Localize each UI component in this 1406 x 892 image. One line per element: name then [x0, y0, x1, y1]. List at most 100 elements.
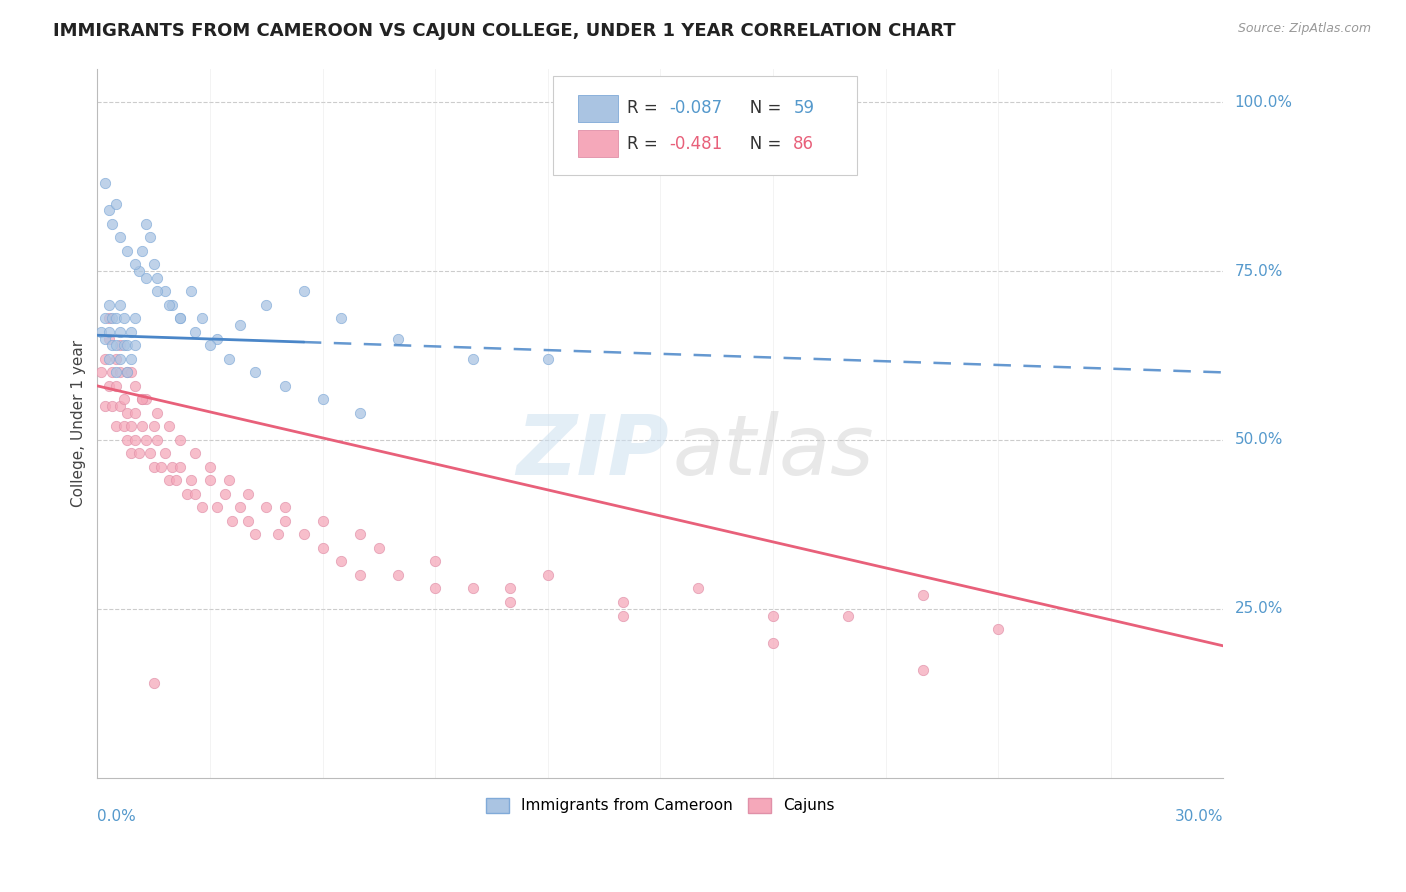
Point	[153, 446, 176, 460]
Point	[124, 379, 146, 393]
Point	[124, 311, 146, 326]
Point	[387, 332, 409, 346]
Point	[169, 311, 191, 326]
Point	[124, 433, 146, 447]
Point	[94, 311, 117, 326]
Point	[97, 332, 120, 346]
Point	[105, 311, 128, 326]
Point	[461, 582, 484, 596]
Point	[97, 203, 120, 218]
Point	[97, 379, 120, 393]
Point	[105, 338, 128, 352]
Point	[101, 217, 124, 231]
Point	[120, 351, 142, 366]
Point	[612, 595, 634, 609]
Point	[292, 285, 315, 299]
Point	[461, 351, 484, 366]
Point	[142, 419, 165, 434]
Point	[117, 365, 139, 379]
Text: IMMIGRANTS FROM CAMEROON VS CAJUN COLLEGE, UNDER 1 YEAR CORRELATION CHART: IMMIGRANTS FROM CAMEROON VS CAJUN COLLEG…	[53, 22, 956, 40]
Text: N =: N =	[734, 135, 786, 153]
Point	[537, 351, 560, 366]
Point	[142, 676, 165, 690]
Text: 25.0%: 25.0%	[1234, 601, 1282, 616]
Text: 86: 86	[793, 135, 814, 153]
Point	[120, 419, 142, 434]
Point	[180, 285, 202, 299]
Bar	[578, 95, 617, 121]
Point	[292, 527, 315, 541]
Text: R =: R =	[627, 135, 662, 153]
Point	[837, 608, 859, 623]
Point	[499, 582, 522, 596]
Point	[146, 285, 169, 299]
Point	[311, 514, 333, 528]
Point	[169, 433, 191, 447]
Point	[117, 244, 139, 258]
Point	[157, 474, 180, 488]
Point	[117, 365, 139, 379]
Point	[762, 608, 785, 623]
Point	[120, 365, 142, 379]
Point	[157, 419, 180, 434]
Point	[128, 264, 150, 278]
Text: -0.481: -0.481	[669, 135, 723, 153]
Point	[101, 365, 124, 379]
Point	[499, 595, 522, 609]
Point	[184, 446, 207, 460]
Text: 75.0%: 75.0%	[1234, 264, 1282, 278]
Point	[214, 487, 236, 501]
Point	[198, 459, 221, 474]
Point	[117, 433, 139, 447]
Point	[191, 500, 214, 515]
Text: 50.0%: 50.0%	[1234, 433, 1282, 448]
Point	[243, 365, 266, 379]
Point	[108, 351, 131, 366]
Point	[162, 459, 184, 474]
Point	[425, 554, 447, 568]
Point	[101, 338, 124, 352]
Point	[198, 474, 221, 488]
Point	[165, 474, 187, 488]
Point	[135, 217, 157, 231]
Point	[349, 568, 371, 582]
Point	[274, 379, 297, 393]
Point	[117, 338, 139, 352]
Point	[120, 446, 142, 460]
Point	[117, 406, 139, 420]
FancyBboxPatch shape	[554, 76, 858, 175]
Point	[236, 487, 259, 501]
Text: -0.087: -0.087	[669, 99, 723, 117]
Point	[124, 406, 146, 420]
Point	[120, 325, 142, 339]
Point	[139, 230, 162, 244]
Point	[90, 365, 112, 379]
Point	[162, 298, 184, 312]
Point	[311, 392, 333, 407]
Point	[762, 635, 785, 649]
Point	[124, 338, 146, 352]
Point	[105, 351, 128, 366]
Text: 100.0%: 100.0%	[1234, 95, 1292, 110]
Point	[108, 365, 131, 379]
Point	[139, 446, 162, 460]
Point	[135, 392, 157, 407]
Text: 59: 59	[793, 99, 814, 117]
Point	[94, 399, 117, 413]
Point	[146, 406, 169, 420]
Point	[330, 554, 353, 568]
Point	[367, 541, 389, 555]
Point	[912, 588, 935, 602]
Point	[387, 568, 409, 582]
Point	[90, 325, 112, 339]
Point	[191, 311, 214, 326]
Text: 30.0%: 30.0%	[1175, 809, 1223, 824]
Point	[131, 392, 153, 407]
Point	[101, 311, 124, 326]
Point	[218, 351, 240, 366]
Point	[274, 500, 297, 515]
Point	[169, 459, 191, 474]
Point	[108, 325, 131, 339]
Point	[142, 257, 165, 271]
Point	[349, 527, 371, 541]
